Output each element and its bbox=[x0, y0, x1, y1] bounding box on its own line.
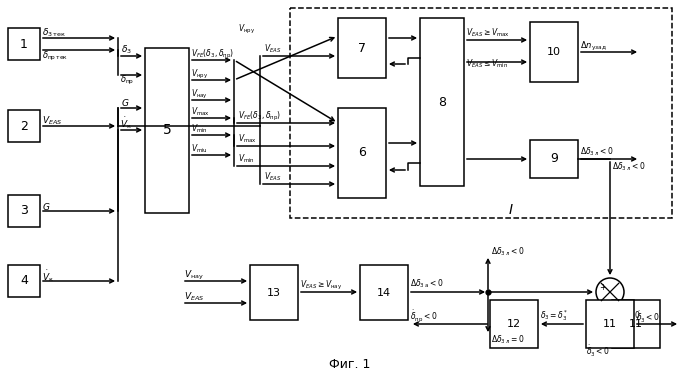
Text: $\Delta\delta_{3\,\mathrm{а}}<0$: $\Delta\delta_{3\,\mathrm{а}}<0$ bbox=[410, 278, 443, 290]
Text: $V_{EAS}$: $V_{EAS}$ bbox=[264, 43, 281, 55]
Bar bbox=[8, 195, 40, 227]
Text: 6: 6 bbox=[358, 147, 366, 159]
Text: $G$: $G$ bbox=[121, 97, 130, 108]
Text: $V_{\mathrm{нру}}$: $V_{\mathrm{нру}}$ bbox=[191, 67, 208, 80]
Text: $\dot{\delta}_{3}<0$: $\dot{\delta}_{3}<0$ bbox=[636, 309, 660, 324]
Text: $V_{EAS}\leq V_{\mathrm{min}}$: $V_{EAS}\leq V_{\mathrm{min}}$ bbox=[466, 58, 508, 70]
Text: $V_{\mathrm{miu}}$: $V_{\mathrm{miu}}$ bbox=[191, 143, 208, 155]
Text: $V_{\mathrm{min}}$: $V_{\mathrm{min}}$ bbox=[191, 123, 208, 135]
Bar bbox=[8, 28, 40, 60]
Text: $I$: $I$ bbox=[508, 203, 514, 217]
Text: 4: 4 bbox=[20, 274, 28, 288]
Text: $\dot{V}_{\mathrm{к}}$: $\dot{V}_{\mathrm{к}}$ bbox=[120, 115, 132, 131]
Text: 5: 5 bbox=[162, 123, 172, 138]
Text: $\delta_{\mathrm{пр\,тек}}$: $\delta_{\mathrm{пр\,тек}}$ bbox=[42, 50, 68, 62]
Text: 14: 14 bbox=[377, 288, 391, 297]
Text: $V_{EAS}\geq V_{\mathrm{max}}$: $V_{EAS}\geq V_{\mathrm{max}}$ bbox=[466, 27, 510, 39]
Bar bbox=[530, 140, 578, 178]
Bar bbox=[145, 48, 189, 213]
Text: 11: 11 bbox=[603, 319, 617, 329]
Text: $\dot{V}_{\mathrm{к}}$: $\dot{V}_{\mathrm{к}}$ bbox=[42, 268, 54, 284]
Text: $\Delta\delta_{3\,\mathrm{л}}=0$: $\Delta\delta_{3\,\mathrm{л}}=0$ bbox=[491, 334, 524, 346]
Text: 13: 13 bbox=[267, 288, 281, 297]
Bar bbox=[338, 18, 386, 78]
Text: $V_{FE}(\delta_{3},\delta_{\mathrm{пр}})$: $V_{FE}(\delta_{3},\delta_{\mathrm{пр}})… bbox=[191, 47, 235, 61]
Text: 8: 8 bbox=[438, 96, 446, 109]
Text: $\delta_{3\,\mathrm{тек}}$: $\delta_{3\,\mathrm{тек}}$ bbox=[42, 27, 66, 39]
Bar bbox=[290, 8, 672, 218]
Text: $\Delta\delta_{3\,\mathrm{л}}<0$: $\Delta\delta_{3\,\mathrm{л}}<0$ bbox=[491, 246, 524, 258]
Bar bbox=[8, 110, 40, 142]
Text: $V_{\mathrm{нру}}$: $V_{\mathrm{нру}}$ bbox=[238, 23, 255, 36]
Bar bbox=[420, 18, 464, 186]
Text: $\dot{\delta}_{3}<0$: $\dot{\delta}_{3}<0$ bbox=[586, 343, 610, 359]
Text: $\Delta n_{\mathrm{узад}}$: $\Delta n_{\mathrm{узад}}$ bbox=[580, 39, 607, 53]
Bar bbox=[586, 300, 634, 348]
Text: $V_{FE}(\delta_{3},\delta_{\mathrm{пр}})$: $V_{FE}(\delta_{3},\delta_{\mathrm{пр}})… bbox=[238, 109, 281, 123]
Text: $V_{\mathrm{max}}$: $V_{\mathrm{max}}$ bbox=[191, 106, 210, 118]
Bar bbox=[250, 265, 298, 320]
Text: $V_{EAS}\geq V_{\mathrm{нау}}$: $V_{EAS}\geq V_{\mathrm{нау}}$ bbox=[300, 279, 342, 291]
Text: 7: 7 bbox=[358, 41, 366, 55]
Text: $V_{\mathrm{нау}}$: $V_{\mathrm{нау}}$ bbox=[184, 268, 204, 282]
Text: 1: 1 bbox=[20, 38, 28, 50]
Text: $G$: $G$ bbox=[42, 200, 50, 211]
Text: 12: 12 bbox=[507, 319, 521, 329]
Text: $V_{EAS}$: $V_{EAS}$ bbox=[264, 171, 281, 183]
Text: $\Delta\delta_{3\,\mathrm{л}}<0$: $\Delta\delta_{3\,\mathrm{л}}<0$ bbox=[612, 161, 645, 173]
Text: 9: 9 bbox=[550, 153, 558, 165]
Bar bbox=[360, 265, 408, 320]
Bar bbox=[612, 300, 660, 348]
Text: $\delta_{\mathrm{пр}}$: $\delta_{\mathrm{пр}}$ bbox=[120, 73, 134, 86]
Text: +: + bbox=[599, 283, 605, 292]
Text: 2: 2 bbox=[20, 120, 28, 132]
Text: $\dot{\delta}_{\mathrm{пр}}<0$: $\dot{\delta}_{\mathrm{пр}}<0$ bbox=[410, 308, 438, 324]
Text: Фиг. 1: Фиг. 1 bbox=[329, 358, 371, 370]
Text: $V_{EAS}$: $V_{EAS}$ bbox=[42, 115, 62, 127]
Text: $V_{\mathrm{нау}}$: $V_{\mathrm{нау}}$ bbox=[191, 88, 208, 100]
Text: $\delta_{3}=\delta_{3}^{*}$: $\delta_{3}=\delta_{3}^{*}$ bbox=[540, 309, 568, 323]
Text: $\Delta\delta_{3\,\mathrm{л}}<0$: $\Delta\delta_{3\,\mathrm{л}}<0$ bbox=[580, 146, 613, 158]
Bar bbox=[490, 300, 538, 348]
Text: $\delta_{3}$: $\delta_{3}$ bbox=[121, 44, 132, 56]
Bar bbox=[8, 265, 40, 297]
Text: $V_{\mathrm{max}}$: $V_{\mathrm{max}}$ bbox=[238, 133, 257, 145]
Text: 10: 10 bbox=[547, 47, 561, 57]
Text: 11: 11 bbox=[629, 319, 643, 329]
Text: 3: 3 bbox=[20, 205, 28, 217]
Bar bbox=[530, 22, 578, 82]
Text: $V_{EAS}$: $V_{EAS}$ bbox=[184, 291, 204, 303]
Text: $V_{\mathrm{min}}$: $V_{\mathrm{min}}$ bbox=[238, 153, 255, 165]
Bar bbox=[338, 108, 386, 198]
Text: $\Delta\delta_{3}<0$: $\Delta\delta_{3}<0$ bbox=[612, 310, 641, 322]
